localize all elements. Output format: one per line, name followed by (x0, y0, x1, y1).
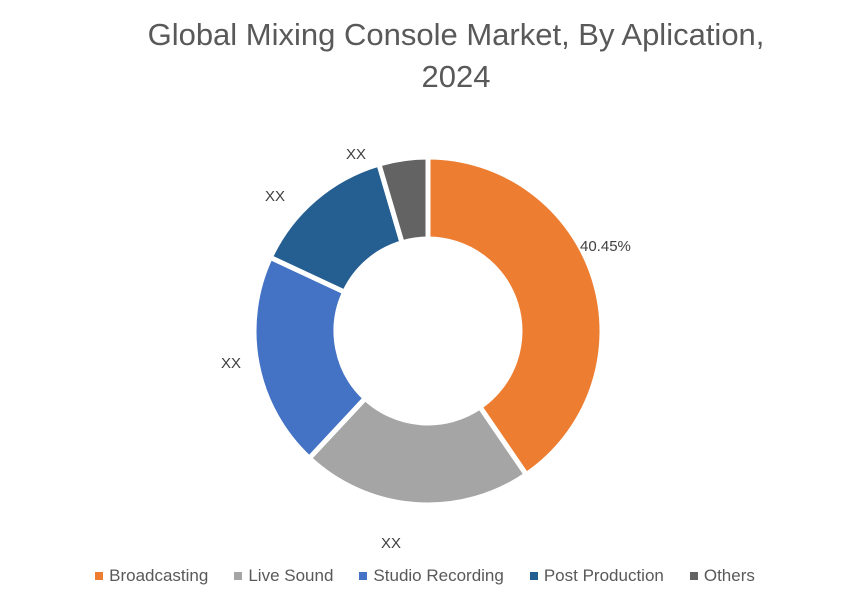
legend-item-broadcasting[interactable]: Broadcasting (95, 566, 208, 586)
legend-item-others[interactable]: Others (689, 566, 755, 586)
legend-label: Live Sound (248, 566, 334, 585)
legend-swatch-icon (689, 572, 698, 580)
data-label-live-sound: XX (381, 535, 402, 552)
slice-others[interactable] (375, 154, 431, 246)
legend-swatch-icon (95, 572, 104, 580)
legend: Broadcasting Live Sound Studio Recording… (0, 566, 850, 586)
legend-item-post-production[interactable]: Post Production (529, 566, 664, 586)
data-label-studio-recording: XX (221, 355, 242, 372)
slice-studio-recording[interactable] (251, 254, 369, 462)
legend-item-studio-recording[interactable]: Studio Recording (359, 566, 504, 586)
data-label-post-production: XX (265, 188, 286, 205)
chart-title: Global Mixing Console Market, By Aplicat… (0, 14, 850, 98)
legend-label: Studio Recording (373, 566, 504, 585)
legend-swatch-icon (359, 572, 368, 580)
data-label-broadcasting: 40.45% (580, 238, 631, 255)
slice-live-sound[interactable] (305, 394, 530, 508)
legend-label: Post Production (543, 566, 664, 585)
slice-broadcasting[interactable] (425, 154, 605, 479)
data-label-others: XX (346, 146, 367, 163)
legend-swatch-icon (234, 572, 243, 580)
chart-title-line-1: Global Mixing Console Market, By Aplicat… (147, 17, 765, 52)
chart-title-line-2: 2024 (421, 59, 491, 94)
legend-item-live-sound[interactable]: Live Sound (234, 566, 333, 586)
legend-label: Broadcasting (109, 566, 209, 585)
legend-swatch-icon (529, 572, 538, 580)
legend-label: Others (703, 566, 755, 585)
